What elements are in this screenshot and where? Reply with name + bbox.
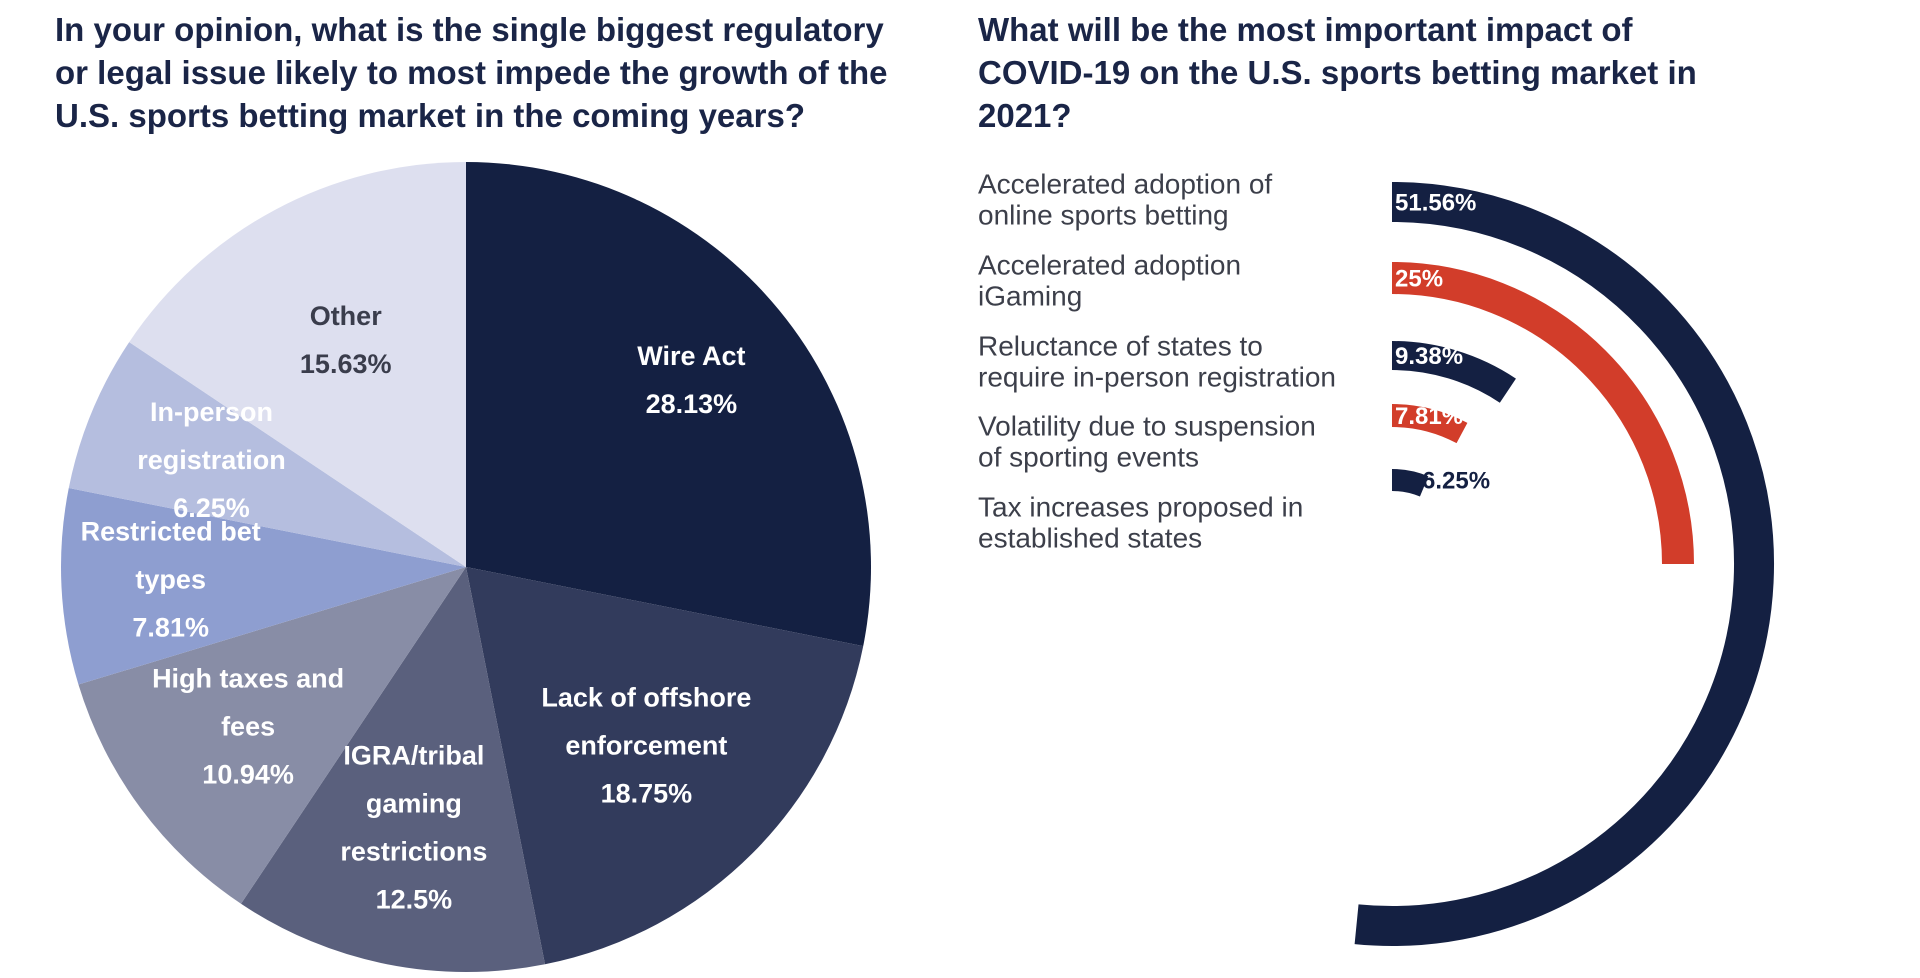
pie-value-label-wire-act: 28.13% [646,389,738,419]
pie-value-label-lack-of-offshore-enforcement: 18.75% [601,779,693,809]
radial-bar-accelerated-adoption-igaming [1391,262,1694,565]
radial-category-label-volatility-due-to-suspension-of-sporting-events: of sporting events [978,441,1199,472]
pie-slice-other [129,161,466,567]
pie-category-label-igra-tribal-gaming-restrictions: restrictions [340,836,487,866]
pie-slice-wire-act [466,162,872,647]
pie-category-label-igra-tribal-gaming-restrictions: IGRA/tribal [343,740,484,770]
pie-slice-igra-tribal-gaming-restrictions [241,567,545,973]
pie-slice-in-person-registration [68,342,467,567]
pie-category-label-in-person-registration: In-person [150,397,273,427]
pie-slice-lack-of-offshore-enforcement [466,567,864,965]
pie-category-label-restricted-bet-types: Restricted bet [81,517,261,547]
radial-bar-reluctance-of-states-to-require-in-person-registration [1391,341,1516,403]
radial-bar-tax-increases-proposed-in-established-states [1391,469,1429,497]
radial-category-label-accelerated-adoption-of-online-sports-betting: online sports betting [978,199,1229,230]
pie-category-label-other: Other [310,301,383,331]
pie-slice-high-taxes-and-fees [78,567,466,904]
pie-category-label-igra-tribal-gaming-restrictions: gaming [366,788,462,818]
pie-value-label-other: 15.63% [300,349,392,379]
pie-category-label-restricted-bet-types: types [135,565,206,595]
radial-value-label-accelerated-adoption-igaming: 25% [1395,265,1443,292]
pie-slice-restricted-bet-types [61,488,466,685]
radial-category-label-tax-increases-proposed-in-established-states: Tax increases proposed in [978,491,1303,522]
radial-value-label-accelerated-adoption-of-online-sports-betting: 51.56% [1395,189,1476,216]
pie-chart-title: In your opinion, what is the single bigg… [55,11,888,134]
pie-chart: Wire Act 28.13% Lack of offshore enforcemen… [61,161,872,973]
pie-category-label-wire-act: Wire Act [637,341,745,371]
radial-category-label-volatility-due-to-suspension-of-sporting-events: Volatility due to suspension [978,410,1316,441]
radial-value-label-tax-increases-proposed-in-established-states: 6.25% [1422,467,1490,494]
radial-category-label-accelerated-adoption-igaming: iGaming [978,280,1082,311]
radial-category-label-accelerated-adoption-of-online-sports-betting: Accelerated adoption of [978,168,1272,199]
radial-category-label-accelerated-adoption-igaming: Accelerated adoption [978,249,1241,280]
pie-category-label-in-person-registration: registration [137,445,286,475]
pie-category-label-high-taxes-and-fees: High taxes and [152,664,344,694]
radial-value-label-reluctance-of-states-to-require-in-person-registration: 9.38% [1395,343,1463,370]
radial-bar-volatility-due-to-suspension-of-sporting-events [1391,404,1468,444]
radial-value-label-volatility-due-to-suspension-of-sporting-events: 7.81% [1395,403,1463,430]
radial-category-label-reluctance-of-states-to-require-in-person-registration: require in-person registration [978,361,1336,392]
pie-value-label-in-person-registration: 6.25% [173,493,250,523]
radial-category-label-tax-increases-proposed-in-established-states: established states [978,522,1202,553]
radial-chart-title: What will be the most important impact o… [978,11,1697,134]
pie-value-label-igra-tribal-gaming-restrictions: 12.5% [376,884,453,914]
radial-category-label-reluctance-of-states-to-require-in-person-registration: Reluctance of states to [978,330,1263,361]
pie-category-label-high-taxes-and-fees: fees [221,712,275,742]
pie-category-label-lack-of-offshore-enforcement: enforcement [565,731,727,761]
pie-value-label-high-taxes-and-fees: 10.94% [202,760,294,790]
pie-category-label-lack-of-offshore-enforcement: Lack of offshore [541,683,751,713]
pie-value-label-restricted-bet-types: 7.81% [132,613,209,643]
radial-bar-accelerated-adoption-of-online-sports-betting [1354,182,1775,946]
